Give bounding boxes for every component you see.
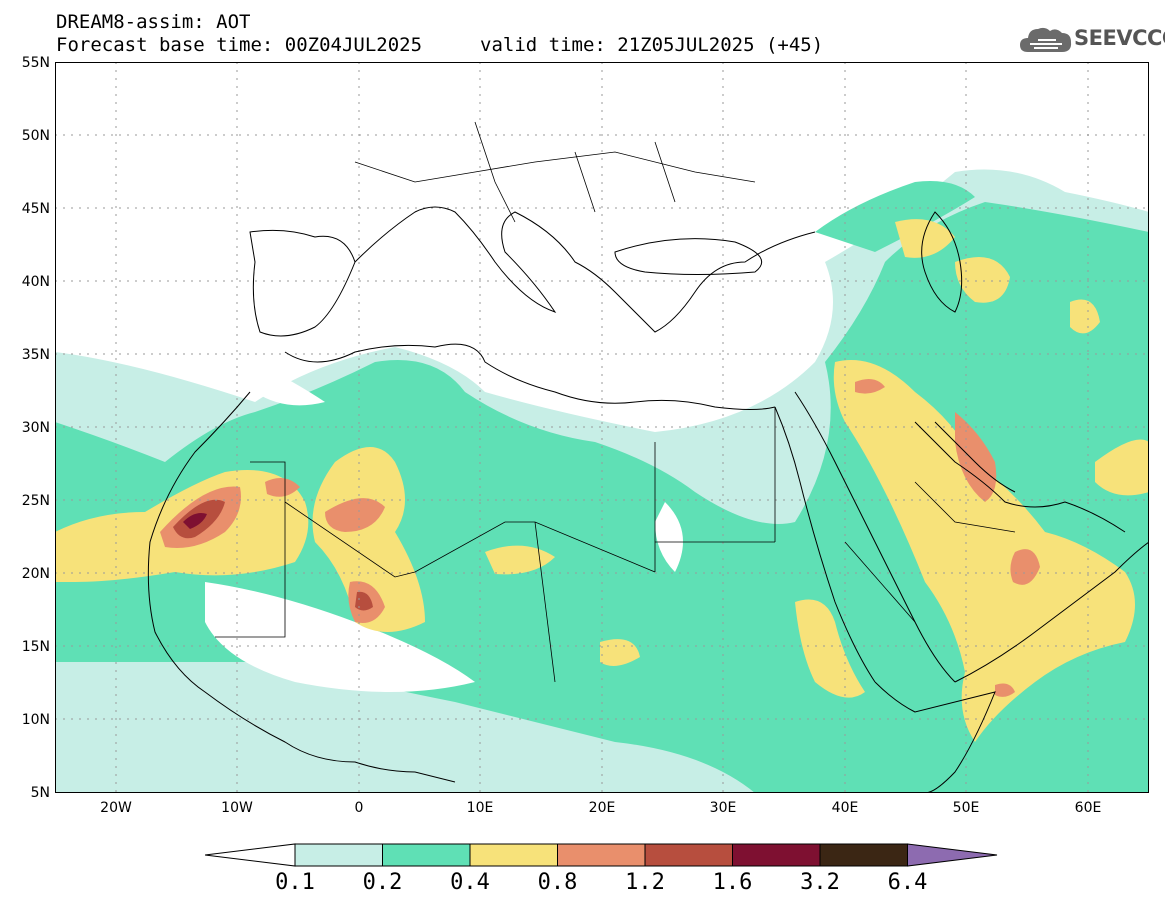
- coastlines: [147, 121, 1149, 793]
- colorbar-cell: [294, 843, 383, 867]
- lon-label: 0: [354, 800, 364, 816]
- colorbar-label: 0.1: [275, 870, 315, 895]
- lon-label: 10E: [466, 800, 494, 816]
- lat-label: 5N: [30, 785, 50, 801]
- cloud-icon: [1020, 27, 1072, 52]
- colorbar-cell: [382, 843, 471, 867]
- lon-label: 10W: [221, 800, 253, 816]
- colorbar-cell: [469, 843, 558, 867]
- seevccc-logo: SEEVCCC: [1018, 22, 1165, 56]
- aot-map: [55, 62, 1149, 793]
- lat-label: 35N: [21, 347, 50, 363]
- colorbar-label: 0.8: [537, 870, 578, 895]
- colorbar-cell: [819, 843, 908, 867]
- colorbar-arrow-high: [907, 843, 998, 867]
- clean-air-patches: [205, 362, 683, 692]
- colorbar-label: 0.2: [362, 870, 403, 895]
- colorbar-cell: [732, 843, 821, 867]
- lat-label: 15N: [21, 639, 50, 655]
- colorbar-label: 6.4: [887, 870, 928, 895]
- lon-label: 60E: [1074, 800, 1102, 816]
- logo-text: SEEVCCC: [1074, 26, 1165, 50]
- colorbar-cell: [644, 843, 733, 867]
- lat-label: 10N: [21, 712, 50, 728]
- lon-label: 40E: [831, 800, 859, 816]
- lat-label: 30N: [21, 420, 50, 436]
- lon-label: 20E: [588, 800, 616, 816]
- valid-time: valid time: 21Z05JUL2025 (+45): [480, 34, 824, 56]
- lat-label: 55N: [21, 55, 50, 71]
- colorbar-label: 1.2: [625, 870, 665, 895]
- lon-label: 20W: [100, 800, 132, 816]
- lat-label: 45N: [21, 201, 50, 217]
- lat-label: 50N: [21, 128, 50, 144]
- lat-label: 20N: [21, 566, 50, 582]
- lat-label: 25N: [21, 493, 50, 509]
- map-title: DREAM8-assim: AOT: [56, 11, 251, 33]
- colorbar-label: 1.6: [712, 870, 753, 895]
- colorbar-cells: [205, 843, 998, 867]
- lon-label: 30E: [709, 800, 737, 816]
- colorbar: [205, 843, 998, 867]
- lon-label: 50E: [952, 800, 980, 816]
- aot-field-1.6: [183, 513, 207, 529]
- colorbar-label: 0.4: [450, 870, 490, 895]
- aot-field-0.4: [55, 219, 1149, 742]
- colorbar-arrow-low: [205, 843, 296, 867]
- colorbar-label: 3.2: [800, 870, 840, 895]
- forecast-base-time: Forecast base time: 00Z04JUL2025: [56, 34, 423, 56]
- colorbar-cell: [557, 843, 646, 867]
- lat-label: 40N: [21, 274, 50, 290]
